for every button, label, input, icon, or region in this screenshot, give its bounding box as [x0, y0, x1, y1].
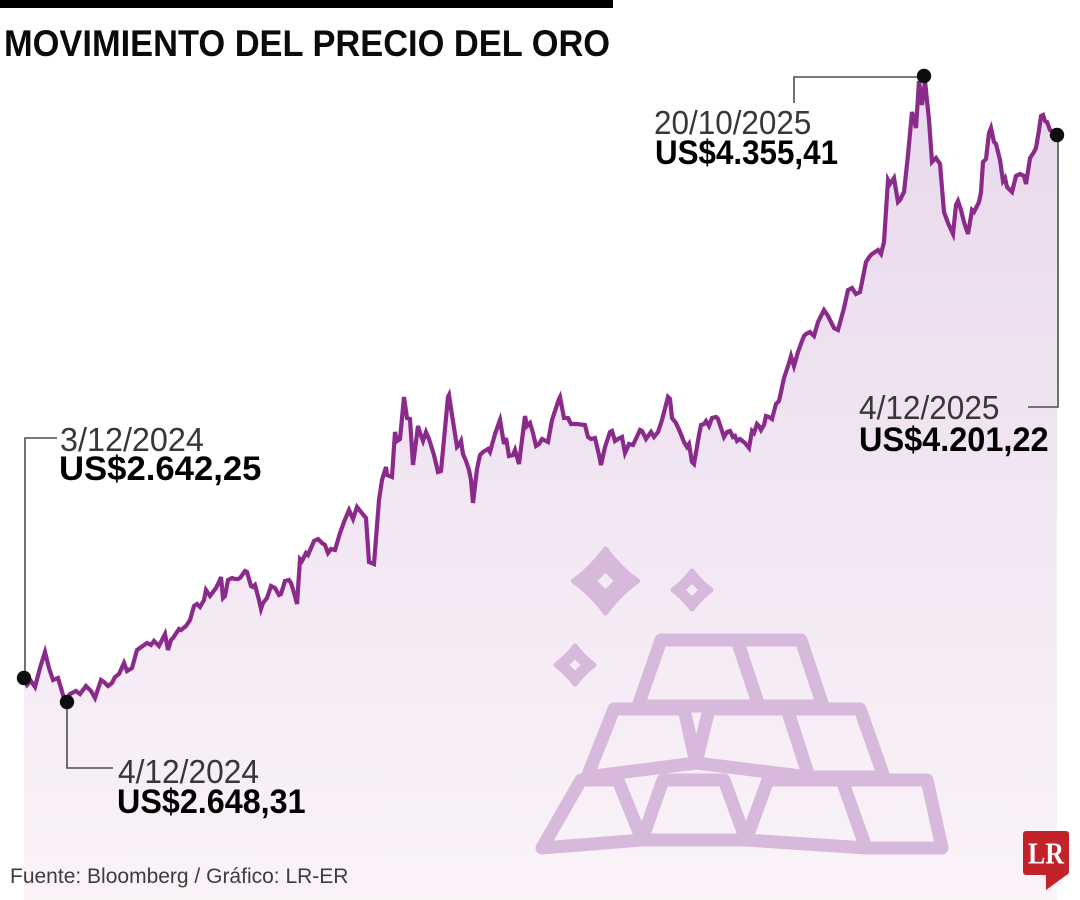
svg-text:LR: LR	[1028, 836, 1065, 871]
